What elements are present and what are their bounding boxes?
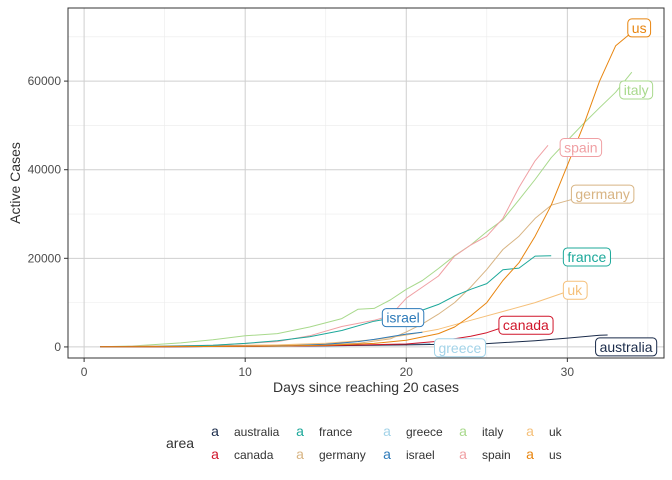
legend-item-germany: a germany	[296, 446, 366, 462]
x-tick-label: 10	[239, 365, 253, 379]
series-line-us	[100, 32, 633, 348]
legend-item-us: a us	[526, 446, 562, 462]
series-line-germany	[100, 195, 584, 348]
series-label-box	[595, 337, 658, 357]
series-label-text: canada	[503, 317, 549, 333]
series-label-box	[498, 315, 554, 335]
series-label-text: israel	[386, 310, 419, 326]
legend-label: canada	[234, 448, 274, 462]
legend-title: area	[166, 435, 194, 451]
series-label-israel: israel	[381, 308, 425, 328]
y-tick-label: 40000	[28, 163, 62, 177]
y-tick-label: 60000	[28, 74, 62, 88]
legend-item-uk: a uk	[526, 423, 563, 439]
series-label-italy: italy	[619, 80, 654, 100]
grid	[68, 8, 664, 358]
series-label-australia: australia	[595, 337, 658, 357]
series-label-germany: germany	[570, 184, 635, 204]
legend-label: spain	[482, 448, 511, 462]
legend-item-spain: a spain	[459, 446, 511, 462]
series-label-text: germany	[575, 186, 629, 202]
series-label-text: uk	[567, 282, 583, 298]
legend-label: us	[549, 448, 562, 462]
legend-label: greece	[406, 425, 443, 439]
series-label-spain: spain	[559, 138, 603, 158]
series-line-spain	[100, 144, 549, 348]
series-line-italy	[100, 71, 633, 348]
legend-key: a	[526, 446, 534, 462]
series-label-text: greece	[438, 340, 481, 356]
legend-key: a	[383, 446, 391, 462]
series-label-text: italy	[624, 82, 649, 98]
series-label-text: us	[632, 20, 647, 36]
series-label-box	[619, 80, 654, 100]
legend-item-greece: a greece	[383, 423, 443, 439]
series-line-uk	[100, 291, 568, 348]
series-label-box	[559, 138, 603, 158]
legend-item-france: a france	[296, 423, 353, 439]
series-lines	[100, 32, 633, 348]
x-tick-label: 30	[561, 365, 575, 379]
series-label-box	[381, 308, 425, 328]
y-axis-label: Active Cases	[7, 142, 23, 224]
legend-key: a	[296, 423, 304, 439]
series-label-canada: canada	[498, 315, 554, 335]
series-label-box	[433, 338, 487, 358]
x-tick-label: 20	[400, 365, 414, 379]
legend-key: a	[211, 446, 219, 462]
legend-label: germany	[319, 448, 366, 462]
legend: area a australia a canada a france a germany a gr…	[166, 423, 563, 462]
legend-key: a	[459, 423, 467, 439]
series-label-text: france	[567, 249, 606, 265]
legend-item-italy: a italy	[459, 423, 503, 439]
x-tick-label: 0	[81, 365, 88, 379]
x-axis-ticks: 0 10 20 30	[81, 358, 575, 379]
series-label-box	[562, 280, 588, 300]
series-label-uk: uk	[562, 280, 588, 300]
y-tick-label: 0	[54, 340, 61, 354]
legend-key: a	[459, 446, 467, 462]
legend-key: a	[211, 423, 219, 439]
y-axis-ticks: 0 20000 40000 60000	[28, 74, 68, 354]
series-label-text: australia	[600, 339, 653, 355]
legend-label: italy	[482, 425, 503, 439]
y-tick-label: 20000	[28, 251, 62, 265]
panel-border	[67, 7, 665, 359]
series-labels: australia canada france germany greece israel…	[381, 18, 658, 358]
series-label-text: spain	[564, 140, 597, 156]
legend-label: france	[319, 425, 353, 439]
series-label-greece: greece	[433, 338, 487, 358]
legend-label: australia	[234, 425, 280, 439]
x-axis-label: Days since reaching 20 cases	[273, 379, 459, 395]
series-label-box	[562, 247, 611, 267]
legend-label: israel	[406, 448, 435, 462]
legend-key: a	[383, 423, 391, 439]
legend-item-israel: a israel	[383, 446, 435, 462]
legend-key: a	[526, 423, 534, 439]
legend-key: a	[296, 446, 304, 462]
series-label-box	[570, 184, 635, 204]
legend-item-australia: a australia	[211, 423, 280, 439]
series-label-france: france	[562, 247, 611, 267]
series-label-us: us	[627, 18, 652, 38]
legend-label: uk	[549, 425, 563, 439]
series-label-box	[627, 18, 652, 38]
legend-item-canada: a canada	[211, 446, 274, 462]
